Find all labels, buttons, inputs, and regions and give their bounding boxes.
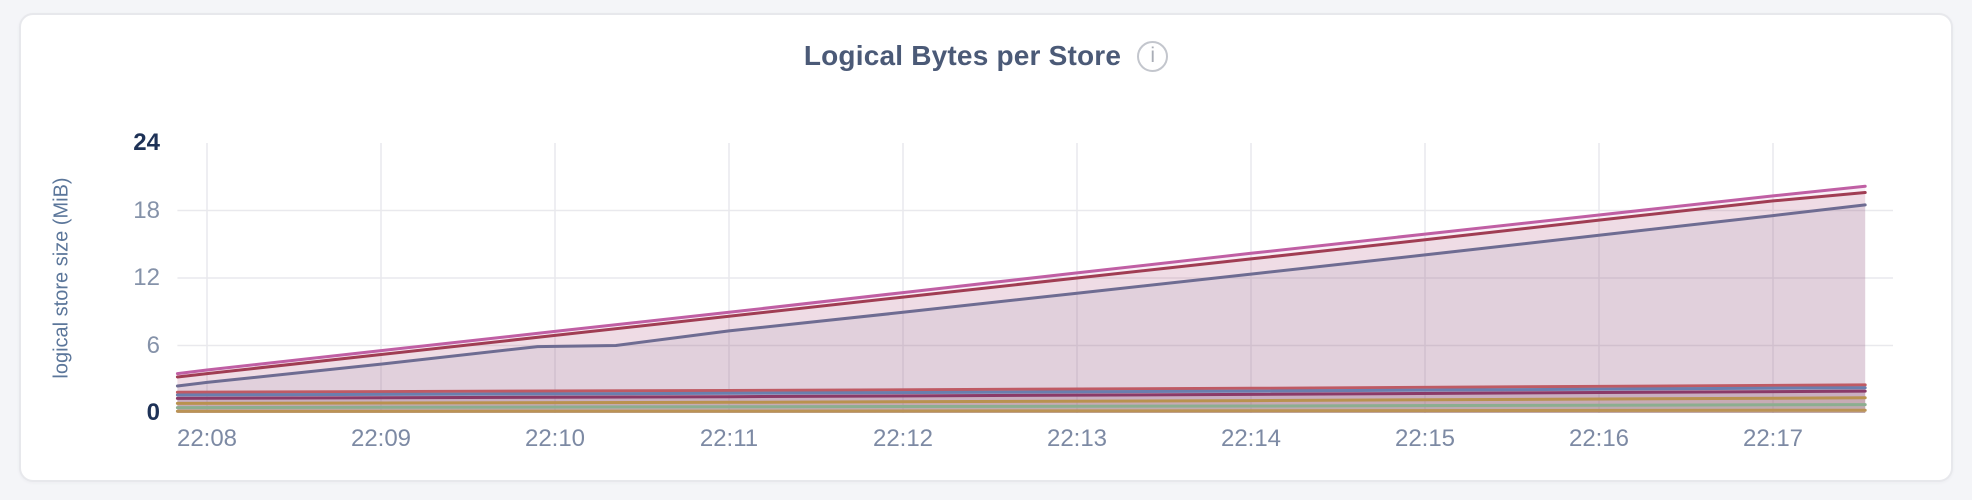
series-line-7	[175, 403, 1867, 410]
series-area-2	[177, 204, 1866, 413]
y-tick-label: 0	[146, 399, 160, 426]
series-line-1	[175, 191, 1867, 379]
series-area-1	[177, 192, 1866, 413]
x-tick-label: 22:16	[1568, 425, 1630, 452]
x-tick-label: 22:15	[1394, 425, 1456, 452]
series-line-2	[175, 203, 1867, 388]
x-tick-label: 22:12	[872, 425, 934, 452]
series-line-6	[175, 396, 1867, 405]
y-tick-label: 6	[146, 331, 160, 359]
series-line-layer	[175, 184, 1867, 413]
series-line-5	[175, 389, 1867, 400]
chart-title: Logical Bytes per Store	[803, 40, 1122, 71]
x-tick-label: 22:14	[1220, 425, 1282, 452]
chart-header: Logical Bytes per Store i	[0, 34, 1972, 78]
y-tick-label: 18	[133, 196, 160, 224]
info-icon[interactable]: i	[1137, 40, 1169, 72]
x-tick-label: 22:11	[699, 425, 759, 452]
x-tick-label: 22:09	[350, 425, 412, 452]
info-icon-glyph: i	[1150, 44, 1155, 67]
y-tick-label: 24	[133, 129, 160, 156]
series-line-3	[175, 383, 1867, 394]
y-tick-label: 12	[133, 264, 160, 291]
series-line-8	[175, 408, 1867, 413]
series-line-4	[175, 386, 1867, 397]
x-tick-label: 22:13	[1046, 425, 1108, 452]
x-tick-label: 22:08	[176, 425, 238, 452]
x-tick-label: 22:10	[524, 425, 586, 452]
x-tick-label: 22:17	[1742, 425, 1804, 452]
grid-layer	[177, 143, 1893, 413]
series-line-0	[175, 184, 1867, 376]
